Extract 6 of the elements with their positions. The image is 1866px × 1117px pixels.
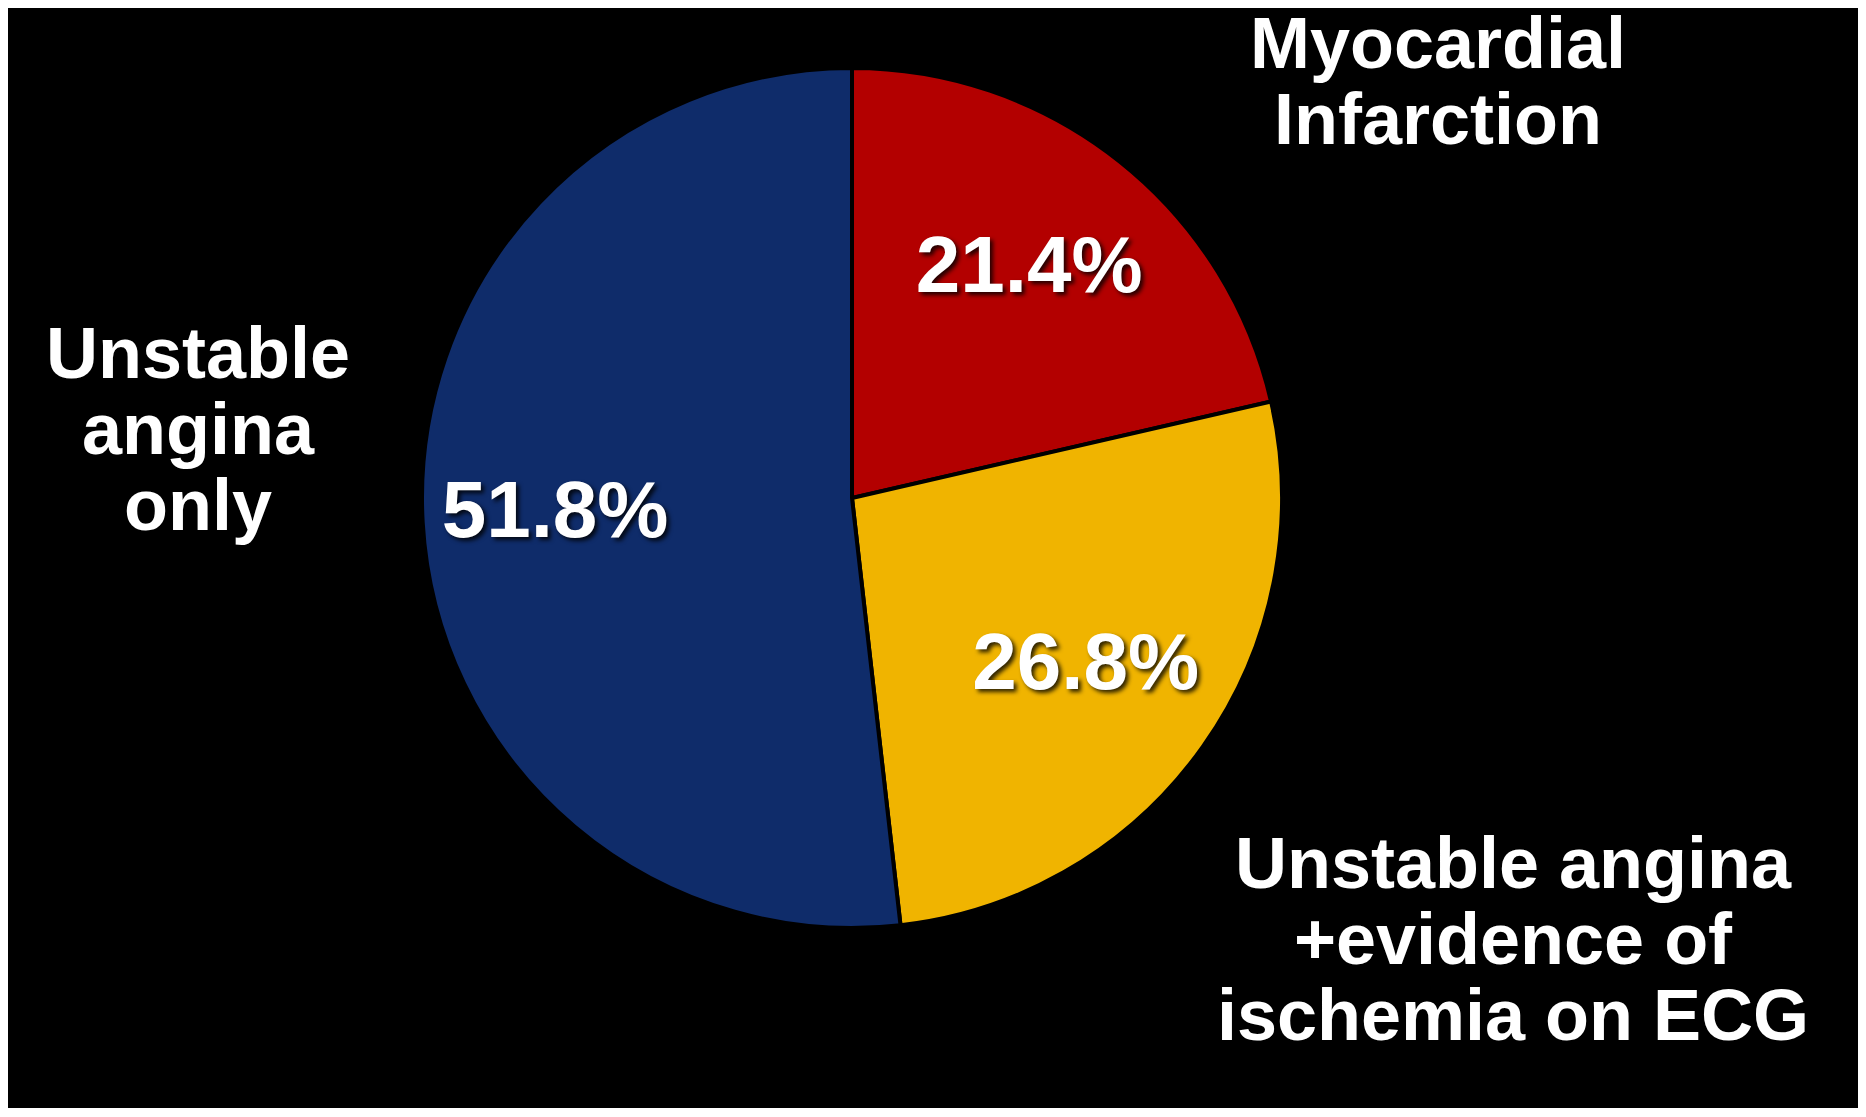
slice-label: Unstable angina only	[45, 313, 351, 545]
data-label: 21.4%	[915, 219, 1143, 309]
data-label: 51.8%	[441, 465, 669, 555]
slice-label: Myocardial Infarction	[1249, 3, 1627, 159]
data-label: 26.8%	[972, 617, 1200, 707]
slice-label: Unstable angina +evidence of ischemia on ECG	[1216, 823, 1810, 1055]
